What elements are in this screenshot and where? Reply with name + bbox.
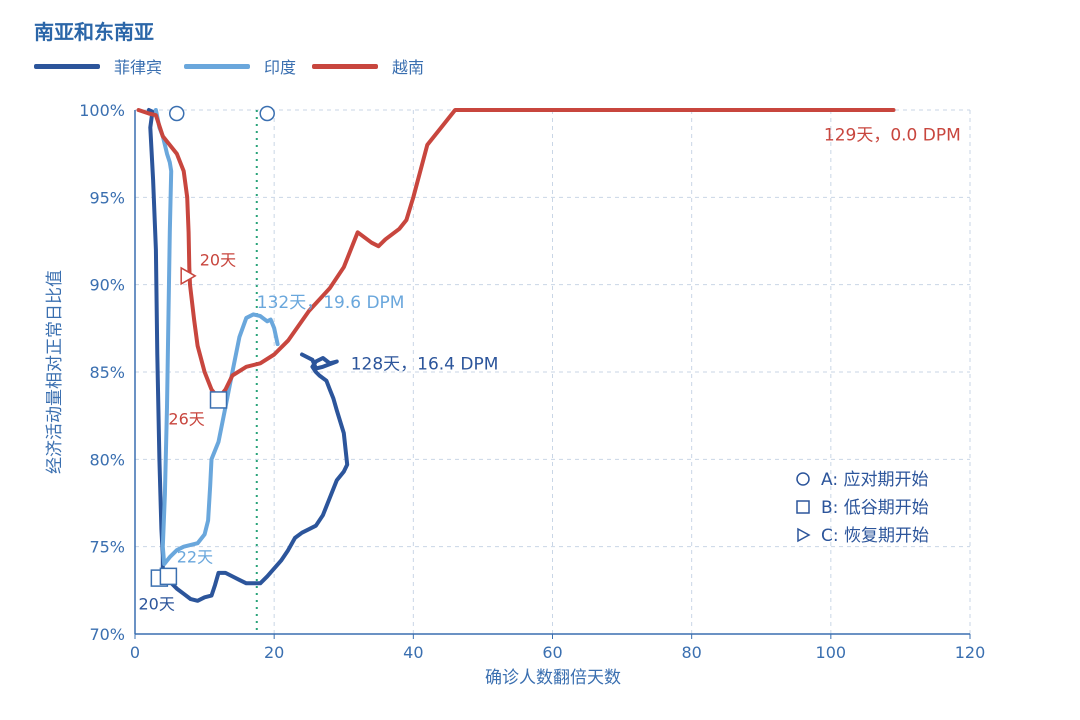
y-tick-label: 100% [79, 101, 125, 120]
legend-swatch-india [184, 63, 250, 69]
marker-label-philippines: 20天 [138, 595, 174, 614]
marker-triangle [180, 266, 197, 286]
x-tick-label: 80 [681, 643, 701, 662]
x-tick-label: 20 [264, 643, 284, 662]
legend-item-philippines: 菲律宾 [34, 54, 162, 78]
x-tick-label: 60 [542, 643, 562, 662]
marker-label-vietnam-c: 20天 [200, 250, 236, 269]
x-tick-label: 100 [816, 643, 847, 662]
marker-circle [259, 105, 275, 122]
end-label-india: 132天，19.6 DPM [257, 293, 405, 313]
phase-legend-triangle-icon [797, 527, 811, 543]
end-label-vietnam: 129天，0.0 DPM [824, 125, 961, 145]
y-axis-label: 经济活动量相对正常日比值 [45, 270, 65, 474]
marker-label-vietnam-b: 26天 [168, 409, 204, 428]
series-line-india [153, 108, 280, 567]
x-tick-label: 120 [955, 643, 986, 662]
y-tick-label: 80% [89, 450, 125, 469]
legend-swatch-vietnam [312, 63, 378, 69]
phase-legend-square-icon [796, 500, 810, 514]
x-axis-label: 确诊人数翻倍天数 [485, 668, 621, 688]
marker-circle [169, 105, 185, 122]
legend-label-philippines: 菲律宾 [114, 58, 163, 77]
y-tick-label: 95% [89, 188, 125, 207]
legend-label-india: 印度 [264, 58, 297, 77]
phase-legend-label: A: 应对期开始 [821, 470, 928, 490]
marker-square [209, 391, 228, 409]
marker-label-india: 22天 [177, 547, 213, 566]
chart-title: 南亚和东南亚 [34, 20, 154, 44]
phase-legend-circle-icon [796, 472, 810, 486]
x-tick-label: 0 [130, 643, 140, 662]
phase-legend-label: C: 恢复期开始 [821, 526, 929, 546]
legend-swatch-philippines [34, 63, 100, 69]
legend-label-vietnam: 越南 [392, 58, 425, 77]
series-line-vietnam [136, 108, 896, 401]
y-tick-label: 70% [89, 625, 125, 644]
end-label-philippines: 128天，16.4 DPM [351, 354, 499, 374]
series-line-philippines [146, 108, 350, 603]
legend-item-vietnam: 越南 [312, 54, 424, 78]
x-tick-label: 40 [403, 643, 423, 662]
y-tick-label: 90% [89, 276, 125, 295]
legend-item-india: 印度 [184, 54, 296, 78]
marker-square [159, 567, 178, 586]
y-tick-label: 85% [89, 363, 125, 382]
phase-legend-label: B: 低谷期开始 [821, 498, 929, 518]
y-tick-label: 75% [89, 538, 125, 557]
